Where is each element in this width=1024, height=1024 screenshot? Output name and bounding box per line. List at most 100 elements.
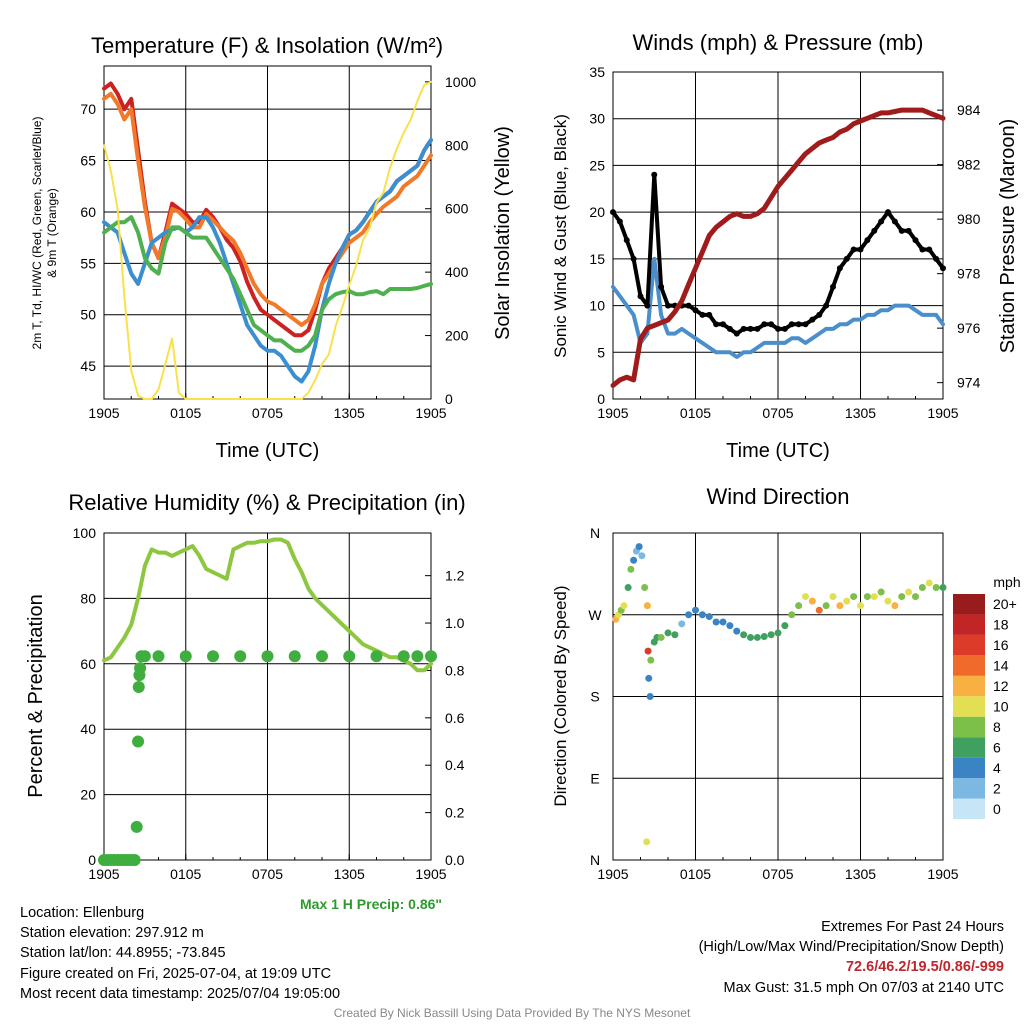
y-left-tick-label: 40	[80, 721, 96, 737]
y-left-tick-label: 45	[80, 358, 96, 374]
wind-direction-point	[657, 633, 665, 641]
precip-point	[316, 650, 328, 663]
x-tick-label: 0105	[170, 866, 201, 882]
wind-direction-point	[705, 613, 713, 621]
wind-direction-point	[932, 584, 940, 591]
extremes-info: Extremes For Past 24 Hours (High/Low/Max…	[699, 917, 1004, 998]
y-right-tick-label: 800	[445, 137, 469, 153]
precip-point	[397, 650, 410, 663]
gust-point	[610, 209, 616, 216]
wind-direction-point	[719, 618, 727, 626]
precip-point	[234, 650, 247, 663]
chart-title-4: Wind Direction	[706, 484, 849, 509]
precip-point	[132, 735, 145, 748]
y-right-tick-label: 984	[957, 102, 981, 118]
wind-direction-point	[644, 647, 652, 655]
wind-direction-point	[643, 838, 651, 846]
y-axis-label-left-1b: & 9m T (Orange)	[45, 188, 59, 278]
y-right-tick-label: 974	[957, 375, 981, 391]
y-right-tick-label: 978	[957, 266, 981, 282]
gust-point	[857, 246, 864, 253]
wind-direction-point	[925, 579, 933, 587]
gust-point	[658, 283, 665, 290]
x-tick-label: 0105	[680, 866, 711, 882]
chart-title-2: Winds (mph) & Pressure (mb)	[633, 30, 924, 55]
series-line-solar-insolation	[103, 80, 432, 400]
gust-point	[761, 321, 768, 328]
gust-point	[871, 227, 878, 234]
y-right-tick-label: 1.2	[445, 568, 465, 584]
colorbar-level-label: 10	[993, 699, 1009, 715]
wind-direction-point	[733, 627, 741, 635]
location-text: Location: Ellenburg	[20, 905, 145, 921]
extremes-values: 72.6/46.2/19.5/0.86/-999	[845, 959, 1004, 976]
gust-point	[885, 209, 891, 216]
precip-point	[343, 650, 356, 663]
wind-direction-point	[802, 593, 809, 601]
wind-direction-point	[795, 602, 803, 610]
y-left-tick-label: 55	[80, 255, 96, 271]
colorbar-level-label: 2	[993, 780, 1001, 796]
gust-point	[898, 227, 905, 234]
wind-direction-point	[678, 620, 686, 628]
gust-point	[802, 321, 809, 328]
y-left-tick-label: 65	[80, 153, 96, 169]
colorbar-level-label: 8	[993, 719, 1001, 735]
y-left-tick-label: 20	[589, 204, 605, 220]
wind-direction-point	[635, 543, 643, 551]
x-tick-label: 1905	[927, 405, 958, 421]
wind-direction-point	[781, 622, 789, 630]
gust-point	[919, 246, 926, 253]
precip-max-label: Max 1 H Precip: 0.86"	[300, 896, 443, 912]
x-tick-label: 0105	[680, 405, 711, 421]
direction-tick-label: S	[590, 689, 599, 705]
colorbar-level-label: 0	[993, 801, 1001, 817]
wind-direction-point	[646, 693, 654, 700]
colorbar-swatch	[953, 757, 985, 779]
direction-tick-label: W	[588, 607, 602, 623]
colorbar-swatch	[953, 696, 985, 717]
gust-point	[781, 325, 788, 332]
wind-direction-point	[870, 593, 878, 601]
wind-direction-point	[836, 602, 844, 610]
wind-direction-point	[643, 602, 651, 610]
colorbar-swatch	[953, 737, 985, 758]
wind-direction-point	[843, 597, 851, 605]
wind-direction-point	[627, 565, 635, 573]
colorbar-swatch	[953, 594, 985, 615]
colorbar-level-label: 6	[993, 739, 1001, 755]
gust-point	[623, 237, 630, 244]
gust-point	[836, 265, 843, 272]
wind-direction-point	[645, 674, 653, 682]
y-right-tick-label: 0.0	[445, 852, 465, 868]
x-tick-label: 1905	[597, 405, 628, 421]
precip-point	[128, 854, 141, 866]
precip-point	[130, 820, 143, 833]
gust-point	[706, 311, 713, 318]
direction-tick-label: E	[590, 770, 599, 786]
y-axis-label-4: Direction (Colored By Speed)	[551, 585, 570, 806]
y-axis-label-left-2: Sonic Wind & Gust (Blue, Black)	[551, 114, 570, 358]
gust-point	[823, 302, 830, 309]
gust-point	[726, 325, 733, 332]
wind-direction-point	[641, 584, 649, 591]
wind-direction-point	[630, 556, 638, 564]
precip-point	[288, 650, 301, 663]
gust-point	[878, 218, 885, 225]
gust-point	[720, 321, 726, 328]
colorbar-swatch	[953, 798, 985, 819]
chart-title-3: Relative Humidity (%) & Precipitation (i…	[68, 490, 465, 515]
station-info: Location: Ellenburg Station elevation: 2…	[20, 903, 340, 1004]
colorbar-swatch	[953, 716, 985, 738]
y-right-tick-label: 976	[957, 320, 981, 336]
y-left-tick-label: 15	[589, 251, 605, 267]
y-left-tick-label: 30	[589, 111, 605, 127]
gust-point	[699, 311, 706, 318]
wind-direction-point	[767, 631, 775, 639]
precip-point	[138, 650, 151, 663]
x-tick-label: 1905	[415, 866, 446, 882]
y-axis-label-right-2: Station Pressure (Maroon)	[997, 119, 1019, 354]
y-left-tick-label: 80	[80, 590, 96, 606]
x-tick-label: 1905	[597, 866, 628, 882]
y-right-tick-label: 0.2	[445, 805, 465, 821]
